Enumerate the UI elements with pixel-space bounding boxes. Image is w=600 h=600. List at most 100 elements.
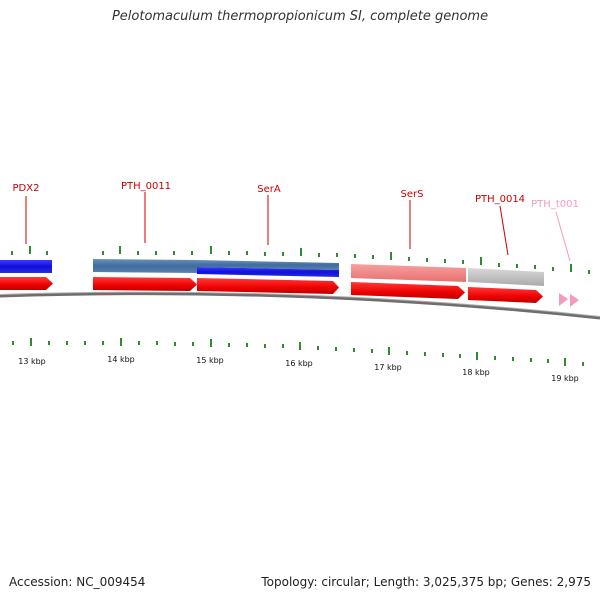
tick-mark [353, 348, 355, 352]
tick-mark [530, 358, 532, 362]
band-pth-0011 [93, 259, 197, 273]
tick-mark [318, 253, 320, 257]
tick-mark [191, 251, 193, 255]
tick-mark [156, 341, 158, 345]
tick-mark [498, 263, 500, 267]
band-sera-lower [197, 267, 339, 277]
tick-mark [512, 357, 514, 361]
tick-mark [137, 251, 139, 255]
cds-arrow-pdx2 [0, 277, 53, 290]
scale-labels: 13 kbp 14 kbp 15 kbp 16 kbp 17 kbp 18 kb… [18, 355, 579, 383]
tick-mark [46, 251, 48, 255]
cds-arrows [0, 277, 579, 307]
gene-label-sera: SerA [257, 184, 281, 195]
tick-mark [102, 251, 104, 255]
lower-tick-marks [12, 338, 584, 366]
tick-mark [119, 246, 121, 254]
tick-mark [30, 338, 32, 346]
gene-label-sers: SerS [401, 189, 424, 200]
gene-labels: PDX2 PTH_0011 SerA SerS PTH_0014 PTH_t00… [13, 181, 579, 210]
tick-mark [588, 270, 590, 274]
tick-mark [228, 343, 230, 347]
tick-mark [246, 343, 248, 347]
gene-label-pdx2: PDX2 [13, 183, 40, 194]
scale-label: 16 kbp [285, 359, 313, 368]
tick-mark [476, 352, 478, 360]
tick-mark [299, 342, 301, 350]
scale-label: 17 kbp [374, 363, 402, 372]
trna-arrow-pth-t001-b [570, 294, 579, 307]
tick-mark [210, 339, 212, 347]
gene-label-pth-t001: PTH_t001 [531, 199, 579, 210]
tick-mark [462, 260, 464, 264]
tick-mark [335, 347, 337, 351]
tick-mark [282, 252, 284, 256]
tick-mark [228, 251, 230, 255]
gene-label-pth-0011: PTH_0011 [121, 181, 171, 192]
band-sers [351, 264, 466, 282]
cds-arrow-sera [197, 278, 339, 294]
tick-mark [426, 258, 428, 262]
tick-mark [264, 252, 266, 256]
tick-mark [264, 344, 266, 348]
upper-tick-marks [11, 246, 590, 274]
genome-title: Pelotomaculum thermopropionicum SI, comp… [111, 9, 489, 24]
tick-mark [11, 251, 13, 255]
tick-mark [354, 254, 356, 258]
tick-mark [552, 267, 554, 271]
tick-mark [192, 342, 194, 346]
tick-mark [282, 344, 284, 348]
band-sera-upper [197, 260, 339, 270]
tick-mark [442, 353, 444, 357]
tick-mark [84, 341, 86, 345]
band-pth-0014 [468, 268, 544, 286]
tick-mark [29, 246, 31, 254]
scale-label: 15 kbp [196, 356, 224, 365]
tick-mark [300, 248, 302, 256]
tick-mark [174, 342, 176, 346]
tick-mark [66, 341, 68, 345]
tick-mark [102, 341, 104, 345]
cds-arrow-pth-0011 [93, 277, 197, 291]
tick-mark [480, 257, 482, 265]
gene-category-bands [0, 259, 544, 286]
tick-mark [246, 251, 248, 255]
tick-mark [388, 347, 390, 355]
tick-mark [12, 341, 14, 345]
tick-mark [210, 246, 212, 254]
tick-mark [582, 362, 584, 366]
tick-mark [371, 349, 373, 353]
scale-label: 14 kbp [107, 355, 135, 364]
tick-mark [516, 264, 518, 268]
leader-pth-t001 [555, 211, 571, 262]
genome-backbone [0, 292, 600, 320]
tick-mark [459, 354, 461, 358]
tick-mark [570, 264, 572, 272]
genome-backbone-highlight [0, 291, 600, 317]
gene-label-pth-0014: PTH_0014 [475, 194, 525, 205]
scale-label: 19 kbp [551, 374, 579, 383]
tick-mark [120, 338, 122, 346]
tick-mark [494, 356, 496, 360]
tick-mark [48, 341, 50, 345]
tick-mark [173, 251, 175, 255]
tick-mark [408, 257, 410, 261]
cds-arrow-pth-0014 [468, 287, 543, 303]
tick-mark [406, 351, 408, 355]
scale-label: 18 kbp [462, 368, 490, 377]
tick-mark [317, 346, 319, 350]
tick-mark [564, 358, 566, 366]
scale-label: 13 kbp [18, 357, 46, 366]
tick-mark [534, 265, 536, 269]
leader-pth-0014 [499, 205, 509, 256]
tick-mark [424, 352, 426, 356]
tick-mark [444, 259, 446, 263]
label-leader-lines [25, 192, 571, 262]
tick-mark [547, 359, 549, 363]
trna-arrow-pth-t001-a [559, 293, 568, 306]
genome-summary-text: Topology: circular; Length: 3,025,375 bp… [261, 575, 591, 589]
band-pdx2 [0, 260, 52, 273]
tick-mark [155, 251, 157, 255]
cds-arrow-sers [351, 282, 465, 299]
